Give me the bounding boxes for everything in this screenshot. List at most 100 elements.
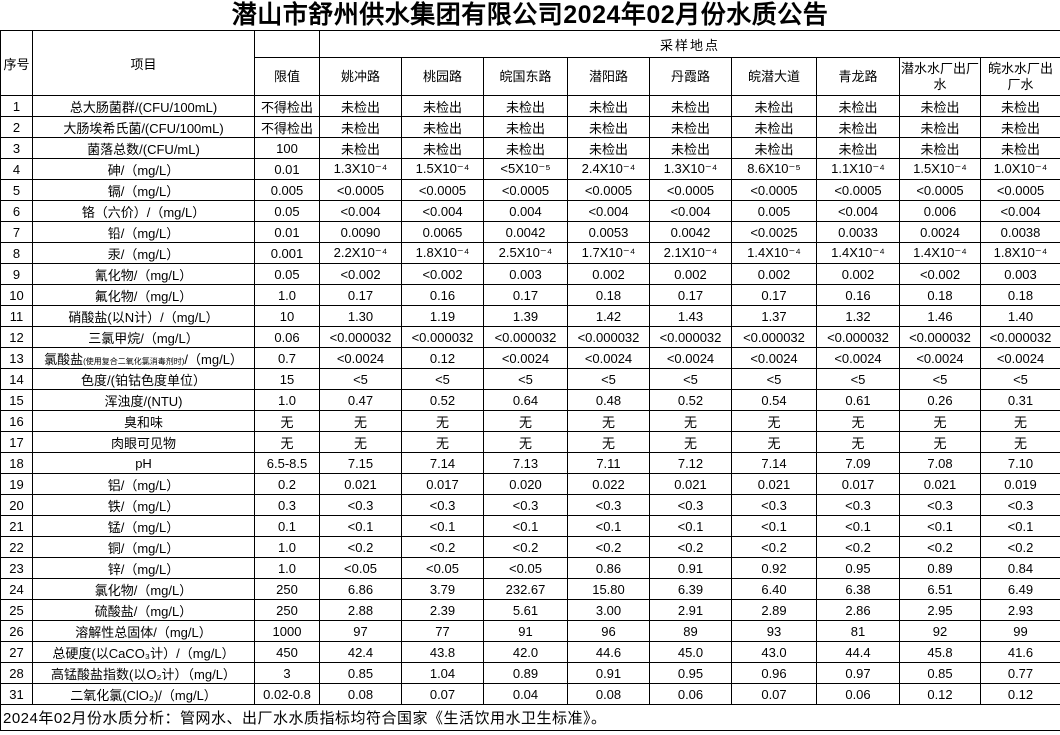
site-header: 桃园路 (401, 57, 484, 96)
row-index-cell: 16 (0, 410, 33, 432)
value-cell: <0.3 (483, 494, 568, 516)
value-cell: 1.32 (816, 305, 900, 327)
value-cell: 0.12 (979, 683, 1060, 705)
row-index-cell: 22 (0, 536, 33, 558)
value-cell: 91 (483, 620, 568, 642)
value-cell: 2.91 (649, 599, 732, 621)
value-cell: <0.05 (483, 557, 568, 579)
value-cell: 未检出 (401, 95, 484, 117)
value-cell: 43.8 (401, 641, 484, 663)
value-cell: 0.021 (649, 473, 732, 495)
row-index-cell: 1 (0, 95, 33, 117)
value-cell: <0.002 (401, 263, 484, 285)
item-cell: 菌落总数/(CFU/mL) (32, 137, 255, 159)
limit-cell: 无 (254, 431, 320, 453)
limit-cell: 0.001 (254, 242, 320, 264)
row-index-cell: 25 (0, 599, 33, 621)
table-row: 11 硝酸盐(以N计）/（mg/L） 10 1.30 1.19 1.39 1.42 1.43 1… (0, 305, 1060, 327)
site-header: 潜水水厂出厂水 (899, 57, 981, 96)
value-cell: 未检出 (401, 137, 484, 159)
item-note: (使用复合二氧化氯消毒剂时) (83, 356, 185, 366)
value-cell: 0.003 (979, 263, 1060, 285)
item-cell: 氯酸盐(使用复合二氧化氯消毒剂时)/（mg/L） (32, 347, 255, 369)
limit-cell: 0.3 (254, 494, 320, 516)
limit-cell: 10 (254, 305, 320, 327)
value-cell: 6.38 (816, 578, 900, 600)
value-cell: <5X10⁻⁵ (483, 158, 568, 180)
row-index-cell: 18 (0, 452, 33, 474)
value-cell: 无 (899, 410, 981, 432)
value-cell: 1.43 (649, 305, 732, 327)
limit-cell: 0.005 (254, 179, 320, 201)
table-row: 17 肉眼可见物无无无无无无无无无无 (0, 431, 1060, 453)
value-cell: <5 (816, 368, 900, 390)
value-cell: 2.93 (979, 599, 1060, 621)
value-cell: <0.3 (649, 494, 732, 516)
value-cell: <0.2 (319, 536, 402, 558)
value-cell: 2.4X10⁻⁴ (567, 158, 650, 180)
value-cell: 未检出 (649, 95, 732, 117)
value-cell: <5 (483, 368, 568, 390)
value-cell: 0.97 (816, 662, 900, 684)
value-cell: 45.0 (649, 641, 732, 663)
item-cell: 色度/(铂钴色度单位） (32, 368, 255, 390)
value-cell: <0.0024 (816, 347, 900, 369)
value-cell: 未检出 (401, 116, 484, 138)
limit-cell: 0.05 (254, 263, 320, 285)
table-row: 23 锌/（mg/L） 1.0 <0.05 <0.05 <0.05 0.86 0.91 0.92… (0, 557, 1060, 579)
value-cell: <0.3 (401, 494, 484, 516)
limit-cell: 0.1 (254, 515, 320, 537)
table-row: 13 氯酸盐(使用复合二氧化氯消毒剂时)/（mg/L） 0.7 <0.0024 0.12… (0, 347, 1060, 369)
value-cell: <0.0024 (979, 347, 1060, 369)
value-cell: 1.4X10⁻⁴ (816, 242, 900, 264)
item-cell: 浑浊度/(NTU) (32, 389, 255, 411)
value-cell: 未检出 (649, 137, 732, 159)
value-cell: 99 (979, 620, 1060, 642)
value-cell: 0.31 (979, 389, 1060, 411)
value-cell: 44.4 (816, 641, 900, 663)
row-index-cell: 17 (0, 431, 33, 453)
item-cell: 铅/（mg/L） (32, 221, 255, 243)
value-cell: 0.54 (731, 389, 817, 411)
value-cell: 0.0042 (483, 221, 568, 243)
value-cell: 未检出 (319, 116, 402, 138)
site-header: 青龙路 (816, 57, 900, 96)
value-cell: <0.2 (899, 536, 981, 558)
item-cell: 铜/（mg/L） (32, 536, 255, 558)
value-cell: <0.0005 (319, 179, 402, 201)
limit-cell: 0.01 (254, 158, 320, 180)
value-cell: 1.5X10⁻⁴ (899, 158, 981, 180)
value-cell: 0.06 (649, 683, 732, 705)
value-cell: <0.000032 (401, 326, 484, 348)
value-cell: <0.3 (979, 494, 1060, 516)
item-cell: 氟化物/（mg/L） (32, 284, 255, 306)
table-row: 16 臭和味无无无无无无无无无无 (0, 410, 1060, 432)
site-header: 皖潜大道 (731, 57, 817, 96)
limit-cell: 100 (254, 137, 320, 159)
value-cell: <0.3 (899, 494, 981, 516)
table-row: 21 锰/（mg/L） 0.1 <0.1 <0.1 <0.1 <0.1 <0.1 <0.1 <0.… (0, 515, 1060, 537)
limit-cell: 1.0 (254, 389, 320, 411)
value-cell: 1.30 (319, 305, 402, 327)
footer-row: 2024年02月份水质分析：管网水、出厂水水质指标均符合国家《生活饮用水卫生标准… (0, 704, 1060, 731)
index-column-header: 序号 (0, 30, 33, 96)
value-cell: 0.96 (731, 662, 817, 684)
value-cell: 无 (401, 431, 484, 453)
value-cell: 2.2X10⁻⁴ (319, 242, 402, 264)
value-cell: <0.004 (401, 200, 484, 222)
row-index-cell: 8 (0, 242, 33, 264)
value-cell: <5 (401, 368, 484, 390)
value-cell: 0.18 (567, 284, 650, 306)
value-cell: 7.10 (979, 452, 1060, 474)
row-index-cell: 21 (0, 515, 33, 537)
value-cell: <0.0005 (731, 179, 817, 201)
value-cell: 0.77 (979, 662, 1060, 684)
value-cell: 6.86 (319, 578, 402, 600)
value-cell: <0.0024 (319, 347, 402, 369)
value-cell: 无 (979, 410, 1060, 432)
value-cell: 0.019 (979, 473, 1060, 495)
item-cell: 铁/（mg/L） (32, 494, 255, 516)
row-index-cell: 27 (0, 641, 33, 663)
value-cell: <0.3 (567, 494, 650, 516)
item-cell: 三氯甲烷/（mg/L） (32, 326, 255, 348)
